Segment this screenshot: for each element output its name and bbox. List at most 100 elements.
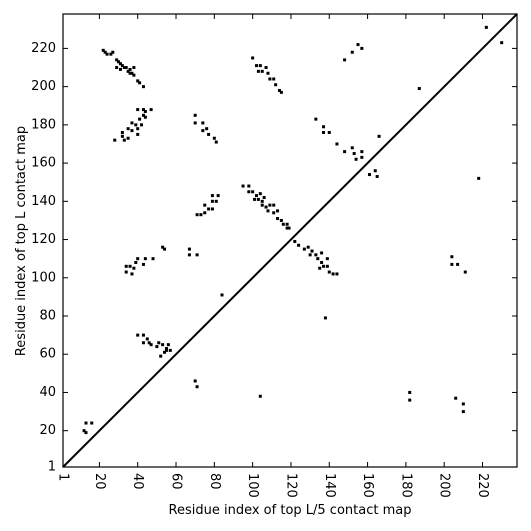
contact-point bbox=[141, 108, 145, 112]
contact-point bbox=[450, 262, 454, 266]
contact-point bbox=[199, 213, 203, 217]
contact-point bbox=[164, 346, 168, 350]
contact-point bbox=[461, 410, 465, 414]
diagonal bbox=[62, 13, 518, 468]
contact-point bbox=[115, 66, 119, 70]
contact-point bbox=[343, 150, 347, 154]
contact-point bbox=[195, 385, 199, 389]
contact-point bbox=[134, 123, 138, 127]
contact-point bbox=[163, 247, 167, 251]
contact-point bbox=[105, 52, 109, 56]
contact-point bbox=[285, 222, 289, 226]
contact-point bbox=[115, 58, 119, 62]
contact-point bbox=[367, 173, 371, 177]
contact-point bbox=[203, 203, 207, 207]
contact-point bbox=[318, 266, 322, 270]
contact-point bbox=[212, 136, 216, 140]
y-tick-label: 100 bbox=[31, 270, 56, 285]
contact-point bbox=[322, 264, 326, 268]
contact-point bbox=[136, 132, 140, 136]
contact-point bbox=[207, 207, 211, 211]
contact-point bbox=[258, 192, 262, 196]
contact-point bbox=[164, 348, 168, 352]
contact-point bbox=[130, 272, 134, 276]
contact-point bbox=[274, 83, 278, 87]
contact-point bbox=[136, 127, 140, 131]
y-tick-label: 120 bbox=[31, 232, 56, 247]
contact-point bbox=[408, 398, 412, 402]
contact-point bbox=[84, 431, 88, 435]
contact-point bbox=[166, 343, 170, 347]
contact-point bbox=[354, 157, 358, 161]
contact-point bbox=[322, 125, 326, 129]
contact-point bbox=[161, 343, 165, 347]
contact-point bbox=[141, 333, 145, 337]
y-tick-label: 220 bbox=[31, 41, 56, 56]
contact-point bbox=[130, 121, 134, 125]
y-tick-label: 20 bbox=[39, 423, 56, 438]
contact-point bbox=[260, 203, 264, 207]
contact-point bbox=[247, 190, 251, 194]
contact-point bbox=[251, 190, 255, 194]
contact-point bbox=[141, 341, 145, 345]
contact-point bbox=[408, 390, 412, 394]
contact-point bbox=[214, 140, 218, 144]
contact-point bbox=[155, 345, 159, 349]
y-axis-label: Residue index of top L contact map bbox=[14, 126, 29, 356]
contact-point bbox=[323, 316, 327, 320]
contact-point bbox=[268, 203, 272, 207]
contact-point bbox=[254, 64, 258, 68]
contact-point bbox=[373, 169, 377, 173]
contact-point bbox=[266, 209, 270, 213]
contact-point bbox=[132, 73, 136, 77]
contact-point bbox=[122, 138, 126, 142]
contact-point bbox=[350, 50, 354, 54]
contact-point bbox=[210, 194, 214, 198]
contact-point bbox=[124, 66, 128, 70]
contact-point bbox=[316, 257, 320, 261]
contact-point bbox=[293, 239, 297, 243]
x-tick-label: 200 bbox=[437, 473, 452, 498]
contact-point bbox=[130, 129, 134, 133]
contact-point bbox=[214, 199, 218, 203]
contact-point bbox=[147, 341, 151, 345]
contact-point bbox=[111, 50, 115, 54]
contact-point bbox=[109, 52, 113, 56]
contact-point bbox=[120, 64, 124, 68]
contact-point bbox=[187, 253, 191, 257]
contact-point bbox=[195, 253, 199, 257]
contact-point bbox=[113, 138, 117, 142]
contact-point bbox=[417, 87, 421, 91]
contact-point bbox=[134, 260, 138, 264]
x-tick-label: 40 bbox=[130, 473, 145, 490]
contact-point bbox=[210, 207, 214, 211]
contact-point bbox=[360, 155, 364, 159]
contact-point bbox=[454, 396, 458, 400]
contact-point bbox=[343, 58, 347, 62]
contact-point bbox=[279, 90, 283, 94]
contact-point bbox=[120, 134, 124, 138]
contact-point bbox=[159, 354, 163, 358]
contact-point bbox=[260, 69, 264, 73]
contact-point bbox=[141, 262, 145, 266]
contact-point bbox=[187, 247, 191, 251]
contact-point bbox=[205, 127, 209, 131]
contact-point bbox=[285, 226, 289, 230]
contact-point bbox=[360, 150, 364, 154]
x-tick-label: 80 bbox=[207, 473, 222, 490]
contact-point bbox=[463, 270, 467, 274]
contact-point bbox=[136, 333, 140, 337]
contact-point bbox=[272, 211, 276, 215]
y-tick-label: 40 bbox=[39, 385, 56, 400]
contact-point bbox=[122, 66, 126, 70]
contact-point bbox=[251, 56, 255, 60]
contact-point bbox=[141, 85, 145, 89]
contact-point bbox=[277, 88, 281, 92]
contact-point bbox=[254, 194, 258, 198]
contact-point bbox=[377, 134, 381, 138]
contact-point bbox=[130, 71, 134, 75]
y-tick-label: 160 bbox=[31, 156, 56, 171]
contact-point bbox=[310, 249, 314, 253]
x-tick-label: 20 bbox=[92, 473, 107, 490]
